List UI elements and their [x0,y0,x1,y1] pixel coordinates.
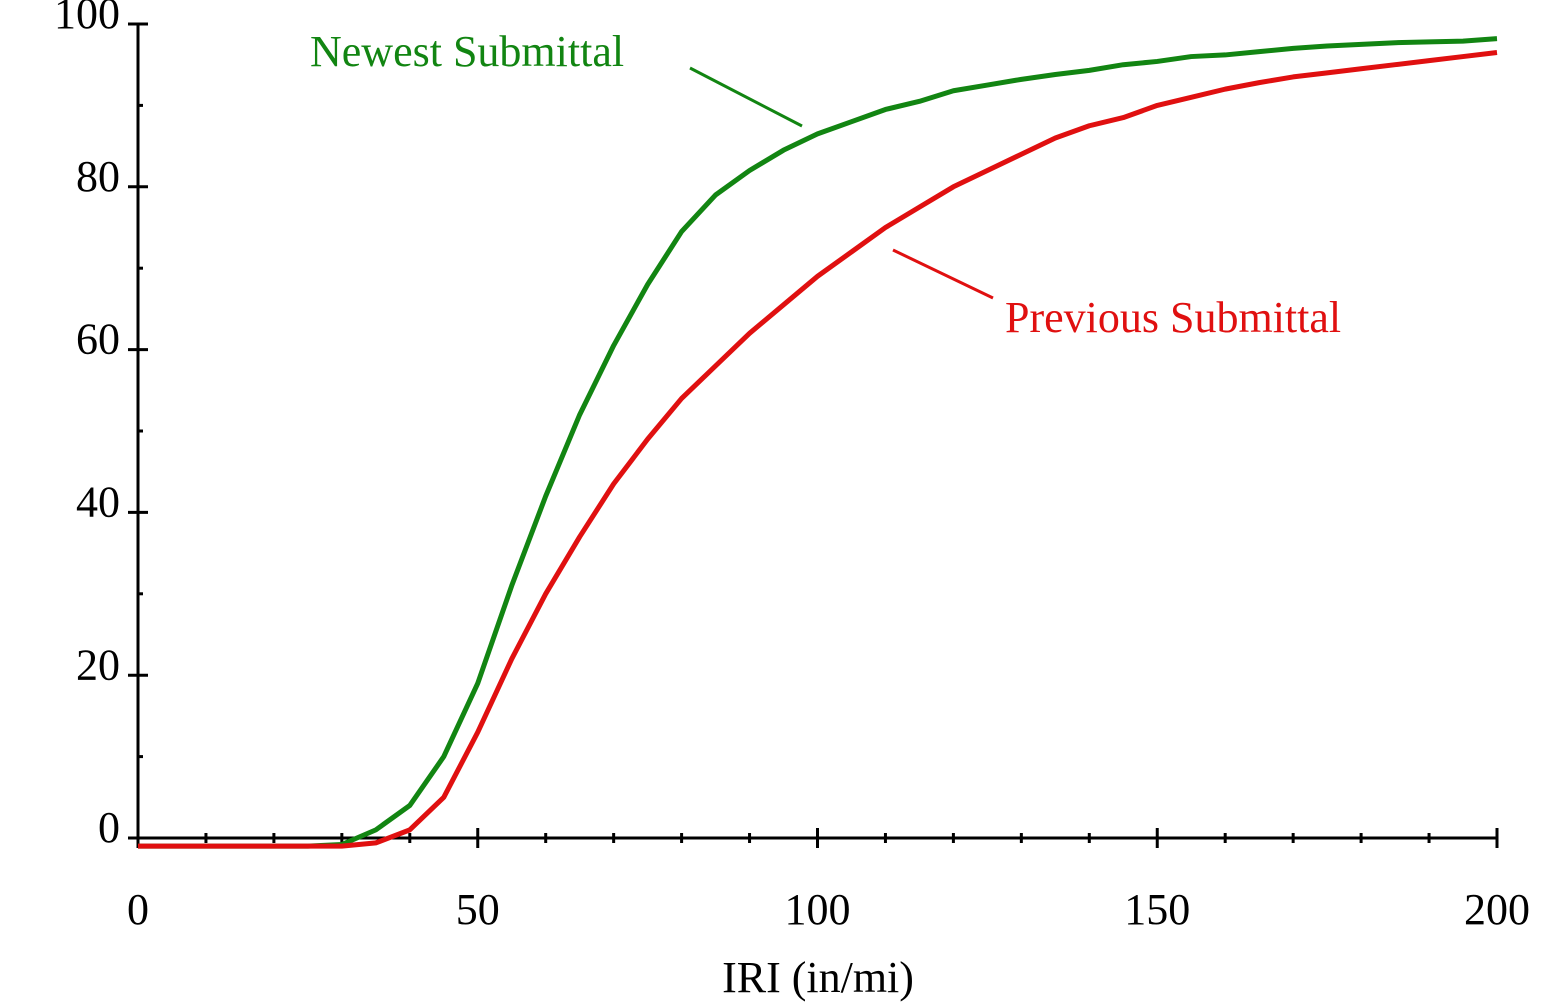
y-tick-label: 0 [98,803,120,852]
y-tick-label: 20 [76,640,120,689]
x-tick-label: 100 [785,885,851,934]
label-leader [892,248,994,300]
x-tick-label: 50 [456,885,500,934]
label-leader [689,66,803,128]
y-tick-label: 100 [54,0,120,38]
data-line [138,50,1498,849]
x-axis-label: IRI (in/mi) [722,953,914,1002]
x-tick-label: 200 [1464,885,1530,934]
y-tick-label: 40 [76,477,120,526]
data-line [138,36,1498,849]
series-label: Newest Submittal [310,27,624,76]
series-label: Previous Submittal [1005,293,1341,342]
y-tick-label: 60 [76,315,120,364]
x-tick-label: 150 [1124,885,1190,934]
x-tick-label: 0 [127,885,149,934]
y-tick-label: 80 [76,152,120,201]
